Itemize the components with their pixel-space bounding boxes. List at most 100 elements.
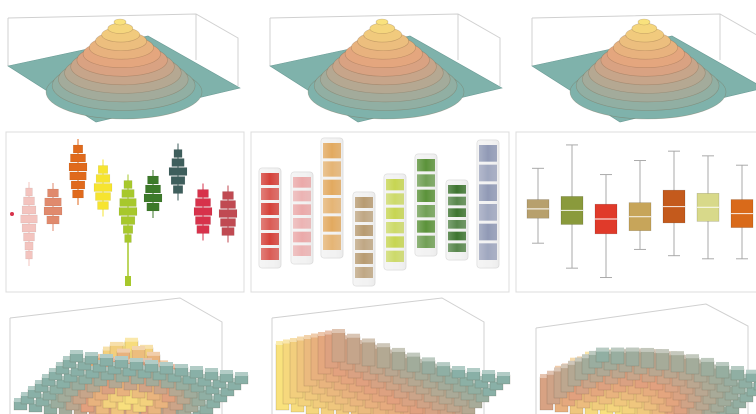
bar3d-column — [129, 360, 144, 371]
bar3d-column — [670, 353, 685, 373]
bar3d-column — [406, 355, 421, 373]
stepped-bar-segment — [120, 216, 136, 225]
stepped-bar-segment — [24, 241, 34, 251]
bar3d-column — [361, 341, 376, 367]
bar3d-cap — [740, 388, 753, 393]
bar3d-column — [496, 374, 511, 385]
bar3d-cap — [664, 351, 677, 356]
bar3d-cap — [108, 362, 121, 366]
bar3d-cap — [71, 364, 84, 368]
bar3d-cap — [589, 350, 602, 355]
stepped-bar-segment — [95, 174, 111, 183]
box-whisker-plot — [526, 144, 754, 279]
bar3d-column — [436, 364, 451, 377]
bar3d-cap — [85, 352, 98, 356]
bar3d-cap — [199, 386, 212, 391]
stepped-histogram — [10, 139, 238, 286]
bar3d-cap — [452, 366, 465, 370]
bar3d-cap — [297, 336, 310, 341]
bar3d-cap — [445, 368, 458, 373]
stepped-bar-segment — [23, 196, 35, 206]
bar3d-cap — [311, 333, 324, 338]
bar3d-cap — [145, 360, 158, 364]
bar3d-column — [84, 354, 99, 365]
bar3d-cap — [110, 341, 123, 346]
bar3d-cap — [582, 354, 595, 359]
bar3d-cap — [626, 347, 639, 352]
bar3d-cap — [347, 333, 360, 338]
bar3d-cap — [118, 342, 131, 347]
stepped-bar-segment — [123, 180, 133, 189]
bar3d-cap — [430, 363, 443, 368]
bar3d-cap — [193, 406, 206, 411]
stepped-bar-segment — [46, 215, 60, 225]
bar3d-column — [204, 370, 219, 381]
bar3d-cap — [50, 380, 63, 385]
stepped-bar-segment — [197, 189, 209, 198]
bar3d-cap — [290, 338, 303, 342]
bar3d-cap — [42, 374, 55, 378]
stepped-bar-segment — [70, 180, 86, 190]
stepped-bar-segment — [220, 218, 236, 227]
bar3d-cap — [671, 351, 684, 356]
contour-layer — [375, 18, 389, 26]
bar3d-cap — [86, 366, 99, 370]
bar3d-cap — [63, 356, 76, 360]
bar3d-column — [466, 370, 481, 381]
bar3d-cap — [422, 357, 435, 362]
contour-layer — [637, 18, 651, 26]
bar3d-box-frame — [271, 297, 485, 414]
bar3d-column — [655, 351, 670, 371]
bar3d-column — [99, 356, 114, 367]
bar3d-cap — [415, 358, 428, 363]
bar3d-cap — [29, 400, 42, 404]
bar3d-cap — [283, 339, 296, 344]
bar3d-cap — [64, 370, 77, 374]
bar3d-cap — [138, 365, 151, 370]
bar3d-column — [745, 372, 756, 383]
stepped-bar-segment — [218, 209, 238, 218]
bar3d-cap — [21, 392, 34, 396]
stepped-bar-segment — [21, 205, 37, 215]
bar3d-cap — [568, 360, 581, 365]
bar3d-cap — [460, 373, 473, 378]
bar3d-cap — [731, 365, 744, 370]
banded-gloss — [384, 174, 406, 270]
bar3d-cap — [228, 378, 241, 382]
bar3d-column — [346, 336, 361, 365]
surface-panel-1 — [7, 13, 241, 123]
bar3d-column — [421, 360, 436, 375]
bar3d-column — [234, 374, 249, 385]
stepped-bar-segment — [93, 183, 113, 192]
bar3d-cap — [332, 329, 345, 333]
stepped-bar-segment — [170, 176, 186, 185]
bar3d-cap — [147, 351, 160, 356]
bar3d-cap — [49, 368, 62, 372]
bar3d-cap — [318, 332, 331, 336]
bar3d-cap — [100, 354, 113, 358]
bar3d-column — [159, 364, 174, 375]
stepped-bar-segment — [121, 189, 135, 198]
bar3d-cap — [497, 372, 510, 376]
stepped-bar-segment — [172, 185, 183, 194]
stepped-bar-segment — [143, 193, 163, 203]
stepped-bar-segment — [25, 250, 33, 260]
banded-gloss — [291, 172, 313, 264]
bar3d-column — [595, 350, 610, 363]
bar3d-cap — [213, 376, 226, 380]
surface-box-frame — [531, 13, 756, 66]
banded-columns — [258, 137, 500, 287]
bar3d-cap — [207, 395, 220, 400]
bar3d-cap — [694, 359, 707, 364]
bar3d-column — [753, 380, 756, 391]
bar3d-cap — [468, 379, 481, 384]
stepped-bar-segment — [43, 206, 63, 216]
stepped-bar-segment — [44, 197, 62, 207]
bar3d-cap — [132, 346, 145, 351]
bar3d-cap — [153, 367, 166, 372]
bar3d-column — [331, 331, 346, 363]
stepped-bar-segment — [72, 189, 84, 199]
bar3d-cap — [276, 341, 289, 345]
bar3d-column — [700, 360, 715, 377]
